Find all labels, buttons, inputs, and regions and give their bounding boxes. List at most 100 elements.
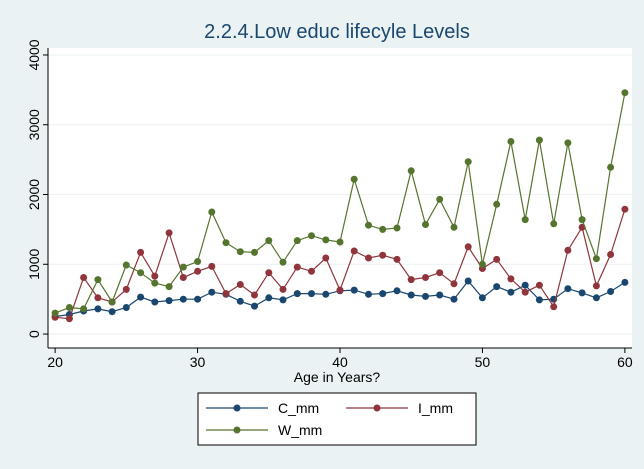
point-c-mm-25 xyxy=(122,304,130,311)
point-c-mm-52 xyxy=(507,288,515,296)
point-c-mm-39 xyxy=(322,290,330,298)
point-w-mm-43 xyxy=(379,225,387,233)
point-i-mm-35 xyxy=(265,269,273,277)
series-layer xyxy=(51,89,629,323)
legend-marker-w-mm xyxy=(233,426,241,434)
axes: 0 1000 2000 3000 4000 20 30 40 50 60 xyxy=(26,39,633,370)
point-i-mm-31 xyxy=(208,262,216,270)
point-i-mm-30 xyxy=(194,267,202,275)
point-i-mm-36 xyxy=(279,285,287,293)
point-i-mm-21 xyxy=(65,315,73,323)
point-w-mm-37 xyxy=(293,237,301,245)
point-w-mm-35 xyxy=(265,237,273,245)
x-tick-label-20: 20 xyxy=(47,354,63,370)
point-i-mm-59 xyxy=(607,251,615,258)
point-c-mm-33 xyxy=(236,297,244,305)
point-w-mm-55 xyxy=(550,220,558,228)
point-w-mm-50 xyxy=(478,260,486,268)
point-i-mm-29 xyxy=(179,274,187,281)
point-w-mm-41 xyxy=(350,175,358,183)
x-tick-label-60: 60 xyxy=(617,354,633,370)
legend-marker-i-mm xyxy=(373,404,381,412)
x-tick-label-30: 30 xyxy=(190,354,206,370)
point-c-mm-54 xyxy=(535,296,543,304)
point-c-mm-37 xyxy=(293,290,301,298)
point-i-mm-52 xyxy=(507,275,515,283)
point-c-mm-60 xyxy=(621,278,629,286)
point-i-mm-37 xyxy=(293,263,301,271)
point-w-mm-57 xyxy=(578,216,586,224)
legend-label-w-mm: W_mm xyxy=(278,422,322,438)
point-i-mm-40 xyxy=(336,286,344,294)
point-w-mm-31 xyxy=(208,208,216,216)
point-w-mm-20 xyxy=(51,309,59,317)
point-c-mm-51 xyxy=(493,283,501,291)
point-w-mm-59 xyxy=(607,163,615,171)
point-w-mm-32 xyxy=(222,239,230,247)
point-c-mm-46 xyxy=(422,292,429,300)
point-w-mm-51 xyxy=(493,200,501,208)
legend-box xyxy=(197,392,477,446)
point-w-mm-54 xyxy=(535,136,543,144)
point-w-mm-52 xyxy=(507,138,515,145)
point-c-mm-43 xyxy=(379,290,387,298)
point-w-mm-46 xyxy=(422,221,429,228)
x-tick-label-50: 50 xyxy=(475,354,491,370)
point-w-mm-53 xyxy=(521,216,529,224)
point-w-mm-38 xyxy=(308,232,315,240)
point-i-mm-33 xyxy=(236,281,244,288)
point-i-mm-55 xyxy=(550,303,558,311)
x-tick-label-40: 40 xyxy=(332,354,348,370)
chart-title: 2.2.4.Low educ lifecyle Levels xyxy=(204,21,470,43)
point-i-mm-34 xyxy=(251,291,258,299)
point-c-mm-35 xyxy=(265,294,273,302)
point-c-mm-27 xyxy=(151,298,159,306)
legend-marker-c-mm xyxy=(233,404,241,412)
point-i-mm-53 xyxy=(521,288,529,296)
point-w-mm-45 xyxy=(407,167,415,175)
point-w-mm-29 xyxy=(179,263,187,271)
point-c-mm-57 xyxy=(578,289,586,297)
point-i-mm-56 xyxy=(564,246,572,254)
point-i-mm-46 xyxy=(422,274,429,281)
point-i-mm-25 xyxy=(122,285,130,293)
point-w-mm-33 xyxy=(236,248,244,256)
point-i-mm-48 xyxy=(450,280,458,288)
legend-label-i-mm: I_mm xyxy=(418,400,453,416)
point-c-mm-24 xyxy=(108,308,116,316)
y-tick-label-2000: 2000 xyxy=(26,179,42,210)
point-w-mm-30 xyxy=(194,258,202,265)
point-w-mm-36 xyxy=(279,258,287,266)
point-c-mm-23 xyxy=(94,305,102,313)
point-w-mm-21 xyxy=(65,304,73,311)
gridlines xyxy=(48,54,632,335)
point-c-mm-49 xyxy=(464,277,472,285)
point-w-mm-60 xyxy=(621,89,629,97)
point-w-mm-48 xyxy=(450,223,458,231)
point-i-mm-45 xyxy=(407,276,415,284)
point-i-mm-58 xyxy=(592,282,600,290)
point-c-mm-59 xyxy=(607,288,615,295)
point-c-mm-29 xyxy=(179,295,187,303)
point-i-mm-41 xyxy=(350,247,358,255)
point-c-mm-26 xyxy=(137,293,145,301)
point-i-mm-27 xyxy=(151,272,159,280)
point-c-mm-41 xyxy=(350,286,358,294)
y-tick-label-0: 0 xyxy=(26,330,42,338)
point-c-mm-38 xyxy=(308,290,315,298)
point-w-mm-23 xyxy=(94,276,102,284)
point-c-mm-47 xyxy=(436,291,444,299)
point-c-mm-56 xyxy=(564,285,572,293)
point-i-mm-43 xyxy=(379,251,387,259)
point-w-mm-34 xyxy=(251,248,258,256)
point-i-mm-39 xyxy=(322,254,330,262)
point-c-mm-36 xyxy=(279,296,287,304)
point-i-mm-42 xyxy=(365,254,372,262)
point-w-mm-49 xyxy=(464,158,472,166)
point-i-mm-51 xyxy=(493,255,501,263)
point-c-mm-28 xyxy=(165,297,173,305)
plot-area xyxy=(48,48,632,348)
point-i-mm-38 xyxy=(308,267,315,275)
point-i-mm-28 xyxy=(165,229,173,237)
